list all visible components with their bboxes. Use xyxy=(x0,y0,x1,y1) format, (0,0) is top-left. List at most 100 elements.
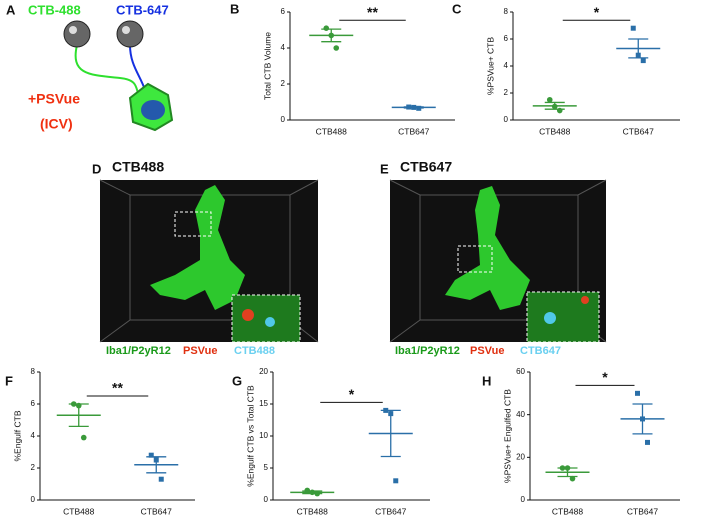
x-tick-label: CTB647 xyxy=(627,506,658,516)
x-tick-label: CTB488 xyxy=(63,506,94,516)
point xyxy=(406,104,412,110)
label: CTB-488 xyxy=(28,2,81,17)
panel-label: F xyxy=(5,373,13,388)
legend: PSVue xyxy=(470,345,504,357)
point xyxy=(640,58,646,64)
point xyxy=(640,416,645,422)
injection xyxy=(63,20,91,48)
panel-label: G xyxy=(232,373,242,388)
x-tick-label: CTB488 xyxy=(316,126,347,136)
point xyxy=(416,105,422,111)
point xyxy=(323,25,330,32)
y-tick-label: 40 xyxy=(516,410,525,419)
point xyxy=(158,476,164,482)
significance: * xyxy=(349,386,355,402)
legend: CTB647 xyxy=(520,345,561,357)
legend: Iba1/P2yR12 xyxy=(395,345,460,357)
point xyxy=(569,475,576,482)
y-tick-label: 60 xyxy=(516,367,525,376)
y-tick-label: 0 xyxy=(504,115,509,124)
x-tick-label: CTB488 xyxy=(297,506,328,516)
injection xyxy=(116,20,144,48)
point xyxy=(393,478,399,484)
point xyxy=(635,390,640,396)
x-tick-label: CTB488 xyxy=(539,126,570,136)
image-title: CTB488 xyxy=(112,159,164,175)
y-tick-label: 0 xyxy=(31,495,36,504)
point xyxy=(556,107,563,114)
legend: Iba1/P2yR12 xyxy=(106,345,171,357)
y-tick-label: 4 xyxy=(504,61,509,70)
x-tick-label: CTB488 xyxy=(552,506,583,516)
point xyxy=(314,490,321,497)
y-tick-label: 10 xyxy=(259,431,268,440)
nucleus xyxy=(141,100,165,120)
y-axis-label: %PSVue+ Engulfed CTB xyxy=(502,389,512,483)
panel-label: H xyxy=(482,373,491,388)
y-tick-label: 6 xyxy=(504,34,509,43)
point xyxy=(546,96,553,103)
significance: * xyxy=(602,369,608,385)
point xyxy=(411,104,417,110)
point xyxy=(309,489,316,496)
point xyxy=(75,402,82,409)
legend: PSVue xyxy=(183,345,217,357)
y-tick-label: 0 xyxy=(521,495,526,504)
cell-render xyxy=(445,186,530,310)
significance: * xyxy=(594,4,600,20)
schematic: A CTB-488 CTB-647 +PSVue (ICV) xyxy=(6,2,174,132)
significance: ** xyxy=(112,380,123,396)
point xyxy=(70,401,77,407)
y-tick-label: 8 xyxy=(31,367,36,376)
image-panel: E CTB647 Iba1/P2yR12 PSVue CTB647 xyxy=(380,159,607,357)
y-axis-label: %PSVue+ CTB xyxy=(485,37,495,95)
cell-render xyxy=(150,185,245,310)
y-tick-label: 0 xyxy=(281,115,286,124)
label: +PSVue xyxy=(28,91,80,107)
y-tick-label: 6 xyxy=(31,399,36,408)
y-axis-label: %Engulf CTB vs Total CTB xyxy=(245,385,255,487)
point xyxy=(564,465,571,471)
y-tick-label: 5 xyxy=(264,463,269,472)
y-tick-label: 8 xyxy=(504,7,509,16)
y-tick-label: 20 xyxy=(516,452,525,461)
inset xyxy=(231,294,301,343)
y-tick-label: 4 xyxy=(31,431,36,440)
point xyxy=(328,32,335,39)
panel-label: B xyxy=(230,1,239,16)
panel-label: E xyxy=(380,161,389,176)
y-axis-label: %Engulf CTB xyxy=(12,410,22,461)
x-tick-label: CTB647 xyxy=(623,126,654,136)
y-tick-label: 4 xyxy=(281,43,286,52)
point xyxy=(304,487,311,494)
fiber xyxy=(74,44,141,99)
puncta xyxy=(265,317,275,327)
y-tick-label: 2 xyxy=(504,88,509,97)
point xyxy=(148,452,154,458)
y-tick-label: 2 xyxy=(31,463,36,472)
point xyxy=(388,411,394,417)
x-tick-label: CTB647 xyxy=(375,506,406,516)
point xyxy=(333,45,340,51)
point xyxy=(383,407,389,413)
point xyxy=(630,25,636,31)
fiber xyxy=(129,44,146,91)
panel-label: A xyxy=(6,2,16,17)
y-axis-label: Total CTB Volume xyxy=(262,32,272,100)
y-tick-label: 2 xyxy=(281,79,286,88)
point xyxy=(153,457,159,463)
highlight xyxy=(69,26,77,34)
frame xyxy=(389,179,607,343)
point xyxy=(551,103,558,110)
puncta xyxy=(242,309,254,321)
point xyxy=(635,52,641,58)
point xyxy=(80,434,87,441)
label: CTB-647 xyxy=(116,2,169,17)
panel-label: D xyxy=(92,161,101,176)
image-title: CTB647 xyxy=(400,159,452,175)
point xyxy=(645,439,650,445)
y-tick-label: 15 xyxy=(259,399,268,408)
y-tick-label: 20 xyxy=(259,367,268,376)
image-panel: D CTB488 Iba1/P2yR12 PSVue CTB488 xyxy=(92,159,319,357)
